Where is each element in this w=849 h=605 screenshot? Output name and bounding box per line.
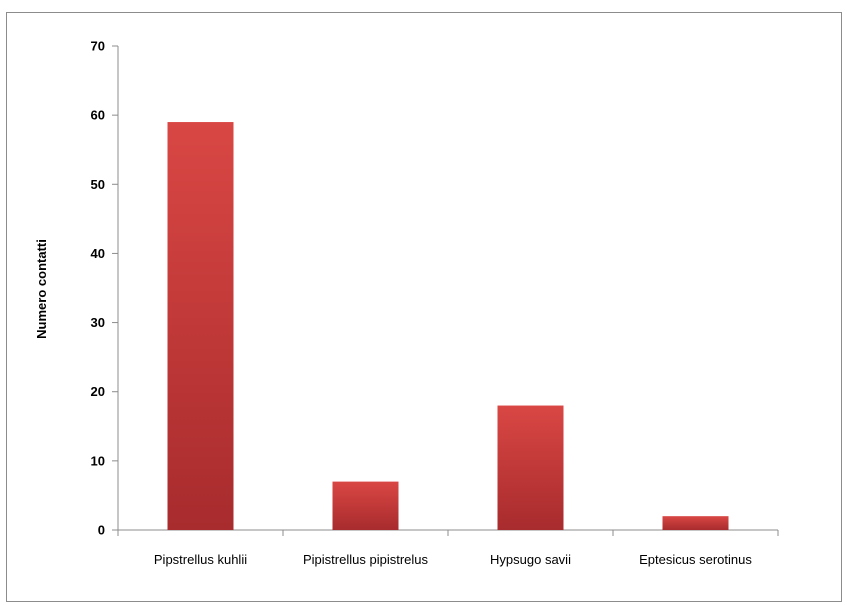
chart-area [6,12,842,602]
x-tick-label: Eptesicus serotinus [639,552,752,567]
bar-hypsugo-savii [497,405,564,530]
x-tick-label: Pipstrellus kuhlii [154,552,247,567]
y-tick-label: 70 [91,39,105,54]
y-tick-label: 10 [91,453,105,468]
y-tick-label: 0 [98,523,105,538]
y-tick-label: 60 [91,108,105,123]
bar-eptesicus-serotinus [662,516,729,530]
y-axis-label: Numero contatti [34,239,49,339]
x-axis: Pipstrellus kuhlii Pipistrellus pipistrel… [117,529,779,567]
y-tick-label: 50 [91,177,105,192]
y-tick-label: 40 [91,246,105,261]
y-tick-label: 20 [91,384,105,399]
bar-pipistrellus-pipistrelus [332,481,399,530]
x-tick-label: Hypsugo savii [490,552,571,567]
x-tick-label: Pipistrellus pipistrelus [303,552,428,567]
bars [167,122,729,531]
y-axis: 0 10 20 30 40 50 60 70 [91,39,119,538]
y-tick-label: 30 [91,315,105,330]
bar-pipstrellus-kuhlii [167,122,234,531]
